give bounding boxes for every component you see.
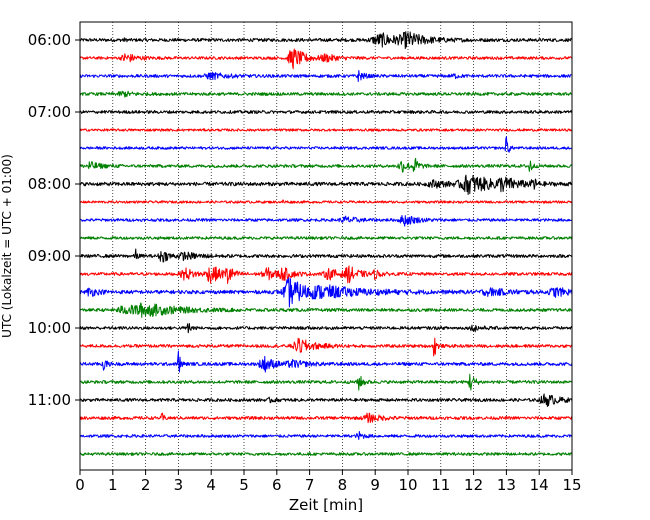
trace-row-0815 [79,199,573,204]
trace-row-0600 [79,31,573,50]
x-tick-label: 2 [141,476,151,494]
trace-row-1100 [79,393,573,407]
trace-row-0700 [79,110,573,114]
y-axis-ticks: 06:00 07:00 08:00 09:00 10:00 11:00 [28,31,80,409]
x-tick-label: 0 [75,476,85,494]
x-tick-label: 14 [530,476,549,494]
trace-layer [79,31,573,456]
trace-row-1115 [79,412,573,424]
trace-row-1030 [79,350,573,373]
plot-frame [79,21,573,471]
grid-layer [112,22,540,470]
x-tick-label: 8 [338,476,348,494]
x-tick-label: 9 [370,476,380,494]
x-axis-ticks: 0 1 2 3 4 5 6 7 8 9 10 11 12 13 14 15 [75,470,582,494]
x-tick-label: 1 [108,476,118,494]
trace-row-0615 [79,48,573,70]
trace-row-0800 [79,174,573,196]
trace-row-0915 [79,265,573,284]
trace-row-0730 [79,136,573,153]
y-tick-label: 08:00 [28,175,71,193]
x-tick-label: 13 [497,476,516,494]
x-tick-label: 12 [464,476,483,494]
x-tick-label: 5 [239,476,249,494]
trace-row-1130 [79,431,573,441]
y-axis-label: UTC (Lokalzeit = UTC + 01:00) [0,154,14,338]
trace-row-0900 [79,248,573,263]
y-tick-label: 07:00 [28,103,71,121]
x-tick-label: 15 [562,476,581,494]
trace-row-1045 [79,373,573,391]
trace-row-0645 [79,90,573,98]
x-tick-label: 3 [174,476,184,494]
trace-row-1145 [79,452,573,456]
x-tick-label: 6 [272,476,282,494]
y-tick-label: 11:00 [28,391,71,409]
x-axis-label: Zeit [min] [289,496,363,514]
trace-row-1000 [79,322,573,334]
y-tick-label: 10:00 [28,319,71,337]
y-tick-label: 06:00 [28,31,71,49]
y-tick-label: 09:00 [28,247,71,265]
trace-row-0945 [79,302,573,318]
trace-row-0745 [79,157,573,173]
x-tick-label: 7 [305,476,315,494]
trace-row-0930 [79,277,573,308]
x-tick-label: 11 [431,476,450,494]
trace-row-0715 [79,128,573,132]
trace-row-0845 [79,236,573,240]
trace-row-0630 [79,69,573,83]
x-tick-label: 4 [206,476,216,494]
trace-row-0830 [79,214,573,227]
trace-row-1015 [79,337,573,357]
x-tick-label: 10 [398,476,417,494]
